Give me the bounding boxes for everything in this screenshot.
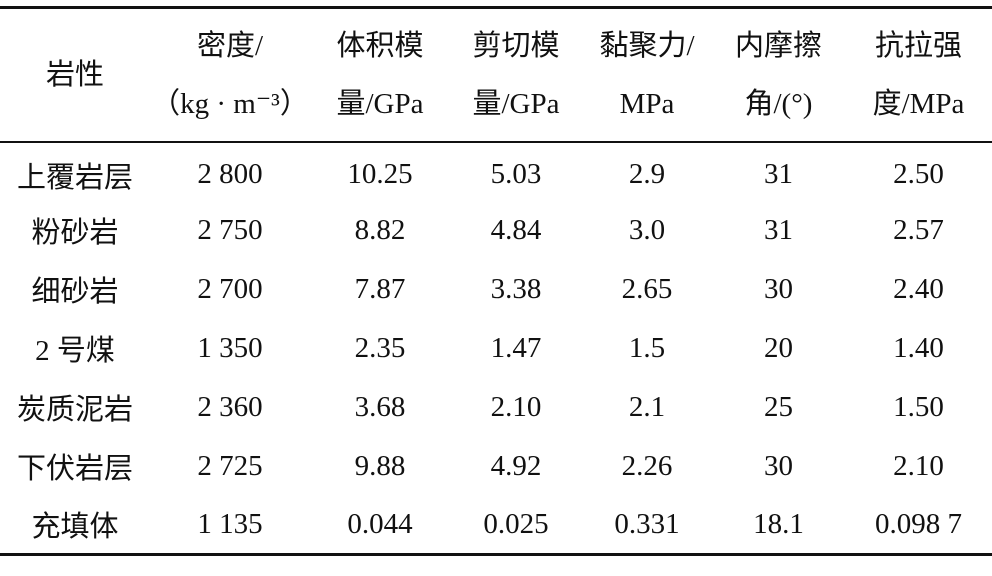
header-cell: 抗拉强度/MPa <box>845 8 992 142</box>
table-cell: 3.0 <box>628 213 666 246</box>
header-cell: 内摩擦角/(°) <box>712 8 845 142</box>
table-cell: 3.38 <box>490 272 542 305</box>
header-row: 岩性 密度/（kg · m⁻³） 体积模 量/GPa 剪切模 量/GPa 黏聚力/MPa 内摩… <box>0 8 992 142</box>
table-cell: 2 号煤 <box>35 335 115 367</box>
header-text: 抗拉强 <box>874 29 962 62</box>
table-cell: 30 <box>764 272 793 305</box>
table-cell: 2.35 <box>354 331 406 364</box>
header-text: （kg · m⁻³） <box>151 87 309 120</box>
table-cell: 3.68 <box>354 390 406 423</box>
table-cell: 31 <box>764 213 793 246</box>
table-cell: 细砂岩 <box>31 276 119 308</box>
table-row: 上覆岩层 2 800 10.25 5.03 2.9 31 2.50 <box>0 142 992 201</box>
table-cell: 炭质泥岩 <box>16 394 133 426</box>
table-row: 粉砂岩 2 750 8.82 4.84 3.0 31 2.57 <box>0 201 992 260</box>
table-cell: 2.9 <box>628 158 666 190</box>
table-cell: 2.65 <box>621 272 673 305</box>
table-cell: 31 <box>764 158 793 190</box>
header-cell: 黏聚力/MPa <box>582 8 712 142</box>
table-cell: 1.50 <box>893 390 944 423</box>
table-cell: 4.92 <box>490 449 542 482</box>
header-text: 内摩擦 <box>734 29 822 62</box>
header-text: MPa <box>619 87 675 120</box>
table-cell: 粉砂岩 <box>31 217 119 249</box>
header-text: 量/GPa <box>472 87 560 120</box>
table-cell: 2 800 <box>197 158 263 190</box>
table-cell: 2 360 <box>197 390 263 423</box>
table-cell: 2.57 <box>893 213 944 246</box>
table-cell: 2 750 <box>197 213 263 246</box>
table-cell: 2 725 <box>197 449 263 482</box>
header-text: 角/(°) <box>744 87 813 120</box>
header-text: 量/GPa <box>336 87 424 120</box>
table-cell: 2.1 <box>628 390 666 423</box>
table-row: 细砂岩 2 700 7.87 3.38 2.65 30 2.40 <box>0 260 992 319</box>
table-cell: 上覆岩层 <box>16 161 133 194</box>
table-cell: 8.82 <box>354 213 406 246</box>
data-table: 岩性 密度/（kg · m⁻³） 体积模 量/GPa 剪切模 量/GPa 黏聚力/MPa 内摩… <box>0 6 992 556</box>
table-cell: 0.098 7 <box>875 507 962 540</box>
table-cell: 2.50 <box>893 158 944 190</box>
table-cell: 9.88 <box>354 449 406 482</box>
table-cell: 下伏岩层 <box>16 453 133 485</box>
table-row: 下伏岩层 2 725 9.88 4.92 2.26 30 2.10 <box>0 437 992 496</box>
header-cell: 岩性 <box>0 8 150 142</box>
table-body: 上覆岩层 2 800 10.25 5.03 2.9 31 2.50 粉砂岩 2 750 8.82 4… <box>0 142 992 555</box>
table-cell: 4.84 <box>490 213 542 246</box>
table-row: 2 号煤 1 350 2.35 1.47 1.5 20 1.40 <box>0 319 992 378</box>
table-cell: 30 <box>764 449 793 482</box>
header-cell: 剪切模量/GPa <box>450 8 582 142</box>
table-header: 岩性 密度/（kg · m⁻³） 体积模 量/GPa 剪切模 量/GPa 黏聚力/MPa 内摩… <box>0 7 992 142</box>
header-text: 度/MPa <box>872 87 965 120</box>
page: 岩性 密度/（kg · m⁻³） 体积模 量/GPa 剪切模 量/GPa 黏聚力/MPa 内摩… <box>0 6 992 556</box>
table-row: 充填体 1 135 0.044 0.025 0.331 18.1 0.098 7 <box>0 496 992 555</box>
table-cell: 2.26 <box>621 449 673 482</box>
header-cell: 密度/ （kg · m⁻³） <box>150 8 310 142</box>
table-cell: 0.331 <box>614 507 680 540</box>
header-text: 体积模 <box>336 29 424 62</box>
header-text: 黏聚力/ <box>599 29 695 62</box>
table-cell: 1.47 <box>490 331 542 364</box>
header-cell: 体积模量/GPa <box>310 8 450 142</box>
header-text: 密度/ <box>196 29 264 62</box>
table-cell: 20 <box>764 331 793 364</box>
table-cell: 1.40 <box>893 331 944 364</box>
header-text: 剪切模 <box>472 29 560 62</box>
table-cell: 1.5 <box>628 331 666 364</box>
table-cell: 1 350 <box>197 331 263 364</box>
table-cell: 18.1 <box>753 507 804 540</box>
table-cell: 充填体 <box>31 511 119 544</box>
table-cell: 7.87 <box>354 272 406 305</box>
table-cell: 0.025 <box>483 507 549 540</box>
header-text: 岩性 <box>45 58 104 91</box>
table-cell: 2.10 <box>893 449 944 482</box>
table-cell: 25 <box>764 390 793 423</box>
table-cell: 1 135 <box>197 507 263 540</box>
table-cell: 2.10 <box>490 390 542 423</box>
table-cell: 2 700 <box>197 272 263 305</box>
table-cell: 0.044 <box>347 507 413 540</box>
table-row: 炭质泥岩 2 360 3.68 2.10 2.1 25 1.50 <box>0 378 992 437</box>
table-cell: 5.03 <box>490 158 542 190</box>
table-cell: 10.25 <box>347 158 413 190</box>
table-cell: 2.40 <box>893 272 944 305</box>
